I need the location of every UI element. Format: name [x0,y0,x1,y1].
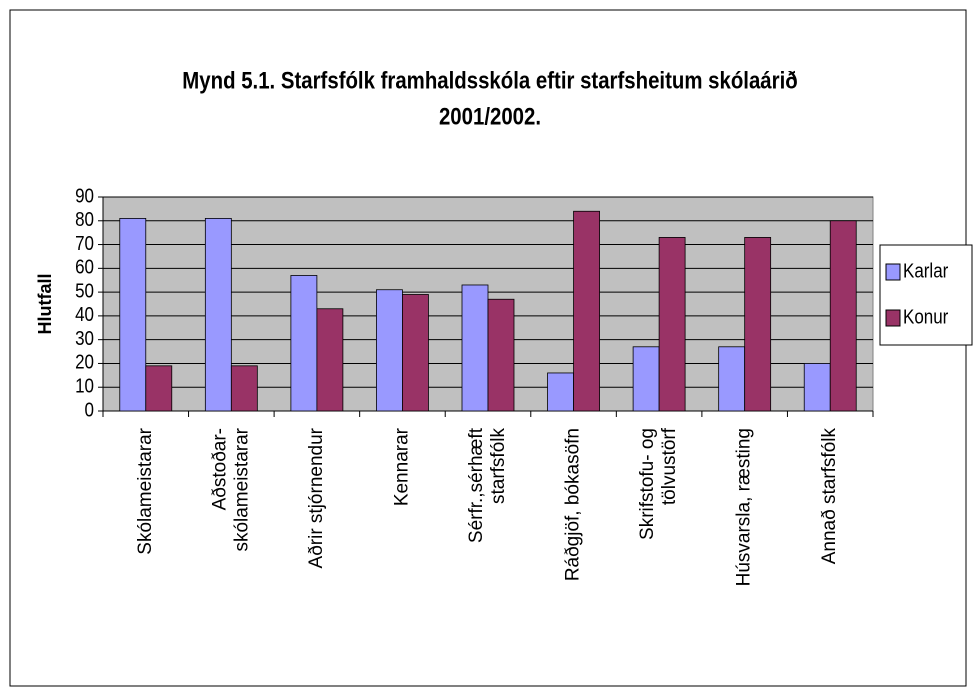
y-tick-label: 30 [75,327,94,350]
chart-title: Mynd 5.1. Starfsfólk framhaldsskóla efti… [182,67,797,130]
x-tick-label: Húsvarsla, ræsting [734,428,755,586]
y-tick-label: 10 [75,374,94,397]
y-tick-label: 50 [75,279,94,302]
bar [718,346,746,412]
x-tick-label: Skólameistarar [135,427,156,554]
y-tick-label: 70 [75,232,94,255]
y-axis-label: Hlutfall [35,274,55,335]
y-tick-label: 60 [75,255,94,278]
y-tick-label: 0 [85,398,94,421]
bar [402,294,429,412]
bar [145,365,173,412]
bar [829,220,857,412]
bar [744,237,772,412]
y-tick-label: 20 [75,350,94,373]
bar [573,210,600,412]
y-tick-label: 90 [75,184,94,207]
x-tick-label: Aðrir stjórnendur [306,427,327,568]
legend-box [879,244,973,346]
legend-swatch [885,309,901,327]
bar [803,363,831,412]
x-tick-label: Skrifstofu- ogtölvustörf [637,427,680,540]
bar [119,217,147,412]
legend-label: Konur [903,305,948,328]
y-tick-label: 80 [75,208,94,231]
x-tick-label: Sérfr.,sérhæftstarfsfólk [466,427,509,543]
x-tick-label: Kennarar [391,427,412,506]
bar [461,284,489,412]
bar [204,217,232,412]
bar [632,346,660,412]
bar [487,298,515,412]
x-tick-label: Aðstoðar-skólameistarar [209,427,252,551]
bar [230,365,258,412]
y-tick-label: 40 [75,303,94,326]
legend-swatch [885,263,901,281]
x-tick-label: Annað starfsfólk [819,428,840,565]
bar [376,289,403,412]
bar [547,372,574,412]
bar [290,275,318,412]
legend-label: Karlar [903,259,948,282]
x-tick-label: Ráðgjöf, bókasöfn [563,428,584,581]
bar [316,308,344,412]
bar [658,237,686,412]
